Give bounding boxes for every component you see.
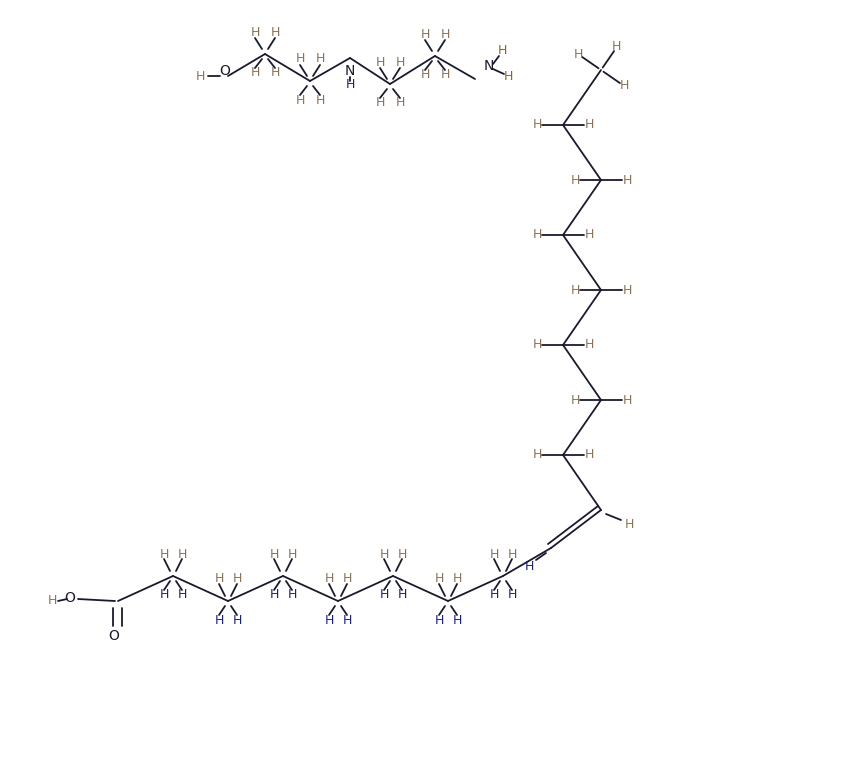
Text: H: H [397,548,407,560]
Text: H: H [623,283,631,296]
Text: H: H [232,614,242,626]
Text: H: H [489,548,499,560]
Text: H: H [571,174,579,186]
Text: H: H [452,614,462,626]
Text: H: H [379,548,389,560]
Text: O: O [220,64,230,78]
Text: H: H [619,79,629,92]
Text: H: H [395,96,404,109]
Text: H: H [585,338,594,352]
Text: H: H [623,174,631,186]
Text: H: H [395,56,404,68]
Text: H: H [533,228,542,241]
Text: H: H [440,68,449,81]
Text: H: H [250,67,260,79]
Text: H: H [524,559,533,573]
Text: H: H [270,67,280,79]
Text: H: H [214,614,223,626]
Text: H: H [178,548,187,560]
Text: H: H [435,573,443,586]
Text: H: H [503,71,513,84]
Text: H: H [571,393,579,407]
Text: H: H [315,53,325,65]
Text: H: H [507,588,517,601]
Text: H: H [440,27,449,40]
Text: H: H [178,588,187,601]
Text: H: H [435,614,443,626]
Text: N: N [345,64,355,78]
Text: H: H [612,40,622,54]
Text: H: H [533,119,542,131]
Text: H: H [269,588,279,601]
Text: H: H [585,119,594,131]
Text: H: H [452,573,462,586]
Text: H: H [585,228,594,241]
Text: H: H [497,44,507,57]
Text: H: H [288,548,297,560]
Text: H: H [420,68,430,81]
Text: H: H [420,27,430,40]
Text: H: H [585,449,594,462]
Text: H: H [573,47,583,61]
Text: O: O [65,591,75,605]
Text: H: H [159,588,169,601]
Text: H: H [48,594,56,608]
Text: H: H [196,70,204,82]
Text: H: H [324,614,333,626]
Text: H: H [315,93,325,106]
Text: H: H [342,614,352,626]
Text: H: H [375,56,385,68]
Text: H: H [232,573,242,586]
Text: H: H [159,548,169,560]
Text: H: H [571,283,579,296]
Text: H: H [623,393,631,407]
Text: O: O [108,629,120,643]
Text: H: H [533,449,542,462]
Text: H: H [324,573,333,586]
Text: H: H [379,588,389,601]
Text: H: H [533,338,542,352]
Text: H: H [214,573,223,586]
Text: H: H [269,548,279,560]
Text: H: H [624,518,634,532]
Text: N: N [484,59,494,73]
Text: H: H [346,78,355,92]
Text: H: H [295,93,305,106]
Text: H: H [489,588,499,601]
Text: H: H [250,26,260,39]
Text: H: H [342,573,352,586]
Text: H: H [507,548,517,560]
Text: H: H [397,588,407,601]
Text: H: H [295,53,305,65]
Text: H: H [375,96,385,109]
Text: H: H [288,588,297,601]
Text: H: H [270,26,280,39]
